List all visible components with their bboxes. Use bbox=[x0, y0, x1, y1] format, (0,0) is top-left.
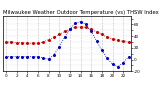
Text: Milwaukee Weather Outdoor Temperature (vs) THSW Index per Hour (Last 24 Hours): Milwaukee Weather Outdoor Temperature (v… bbox=[3, 10, 160, 15]
